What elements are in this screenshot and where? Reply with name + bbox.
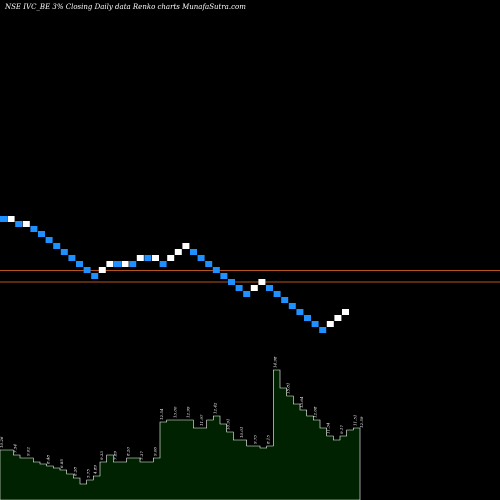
renko-brick-down: [129, 261, 137, 267]
volume-label: 12.54: [159, 408, 164, 420]
volume-label: 12.99: [186, 406, 191, 418]
renko-brick-down: [38, 231, 45, 237]
renko-bricks: [0, 216, 349, 333]
renko-brick-down: [91, 273, 99, 279]
volume-label: 9.73: [252, 435, 257, 444]
volume-label: 7.54: [12, 444, 17, 453]
renko-brick-down: [144, 255, 152, 261]
volume-label: 8.20: [126, 447, 131, 456]
chart-title: NSE IVC_BE 3% Closing Daily data Renko c…: [4, 3, 246, 11]
renko-brick-down: [30, 226, 38, 232]
renko-brick-down: [212, 267, 220, 273]
renko-brick-up: [258, 279, 266, 285]
renko-brick-down: [235, 285, 243, 291]
renko-brick-down: [319, 327, 327, 333]
volume-label: 11.97: [199, 414, 204, 426]
renko-brick-up: [334, 315, 342, 321]
renko-brick-down: [68, 255, 76, 261]
renko-brick-up: [342, 309, 349, 315]
volume-label: 9.06: [152, 447, 157, 456]
volume-label: 15.81: [286, 383, 291, 394]
volume-label: 7.37: [139, 451, 144, 460]
volume-label: 12.59: [359, 416, 364, 428]
renko-brick-up: [106, 261, 114, 267]
volume-label: 14.98: [272, 356, 277, 368]
volume-label: 10.91: [226, 419, 231, 430]
renko-brick-up: [22, 221, 30, 227]
renko-brick-up: [98, 267, 106, 273]
volume-label: 9.17: [339, 425, 344, 434]
renko-brick-down: [220, 273, 228, 279]
volume-label: 11.34: [326, 422, 331, 434]
renko-brick-down: [266, 285, 273, 291]
renko-brick-up: [136, 255, 144, 261]
renko-brick-up: [152, 255, 159, 261]
renko-brick-up: [326, 321, 334, 327]
renko-brick-down: [228, 279, 235, 285]
renko-brick-down: [296, 309, 304, 315]
renko-brick-down: [281, 297, 289, 303]
renko-brick-down: [45, 237, 53, 243]
renko-brick-down: [53, 243, 61, 249]
reference-lines: [0, 270, 500, 283]
volume-label: 5.75: [86, 469, 91, 478]
renko-brick-down: [83, 267, 91, 273]
volume-label: 13.00: [172, 406, 177, 418]
renko-brick-up: [174, 249, 182, 255]
volume-label: 13.64: [299, 396, 304, 408]
renko-brick-down: [0, 216, 7, 222]
renko-brick-down: [288, 303, 296, 309]
renko-brick-down: [159, 261, 167, 267]
volume-label: 10.01: [239, 427, 244, 438]
renko-brick-down: [76, 261, 83, 267]
volume-label: 10.26: [0, 436, 4, 448]
renko-brick-down: [60, 249, 68, 255]
renko-brick-up: [7, 216, 15, 222]
renko-brick-up: [167, 255, 175, 261]
renko-brick-up: [182, 243, 190, 249]
volume-label: 4.89: [92, 465, 97, 475]
renko-brick-down: [205, 261, 213, 267]
volume-area-path: [0, 369, 361, 500]
volume-label: 7.89: [112, 451, 117, 460]
renko-brick-down: [311, 321, 319, 327]
volume-labels: 10.26 7.54 9.02 8.48 6.85 8.28 5.75 4.899.33 7.8…: [0, 356, 364, 478]
renko-brick-down: [197, 255, 205, 261]
renko-brick-down: [114, 261, 121, 267]
volume-label: 11.51: [352, 415, 357, 426]
volume-label: 8.15: [266, 435, 271, 444]
volume-label: 12.68: [312, 406, 317, 418]
volume-label: 12.42: [212, 402, 217, 414]
volume-label: 9.33: [99, 451, 104, 460]
renko-brick-down: [273, 291, 281, 297]
renko-brick-up: [121, 261, 129, 267]
volume-label: 8.48: [46, 455, 51, 464]
renko-brick-down: [304, 315, 311, 321]
renko-brick-up: [250, 285, 258, 291]
volume-label: 8.28: [72, 467, 77, 476]
volume-label: 6.85: [59, 459, 64, 468]
volume-area: [0, 369, 361, 500]
volume-label: 9.02: [26, 447, 31, 456]
renko-brick-down: [15, 221, 23, 227]
renko-brick-down: [243, 291, 251, 297]
renko-brick-down: [190, 249, 197, 255]
